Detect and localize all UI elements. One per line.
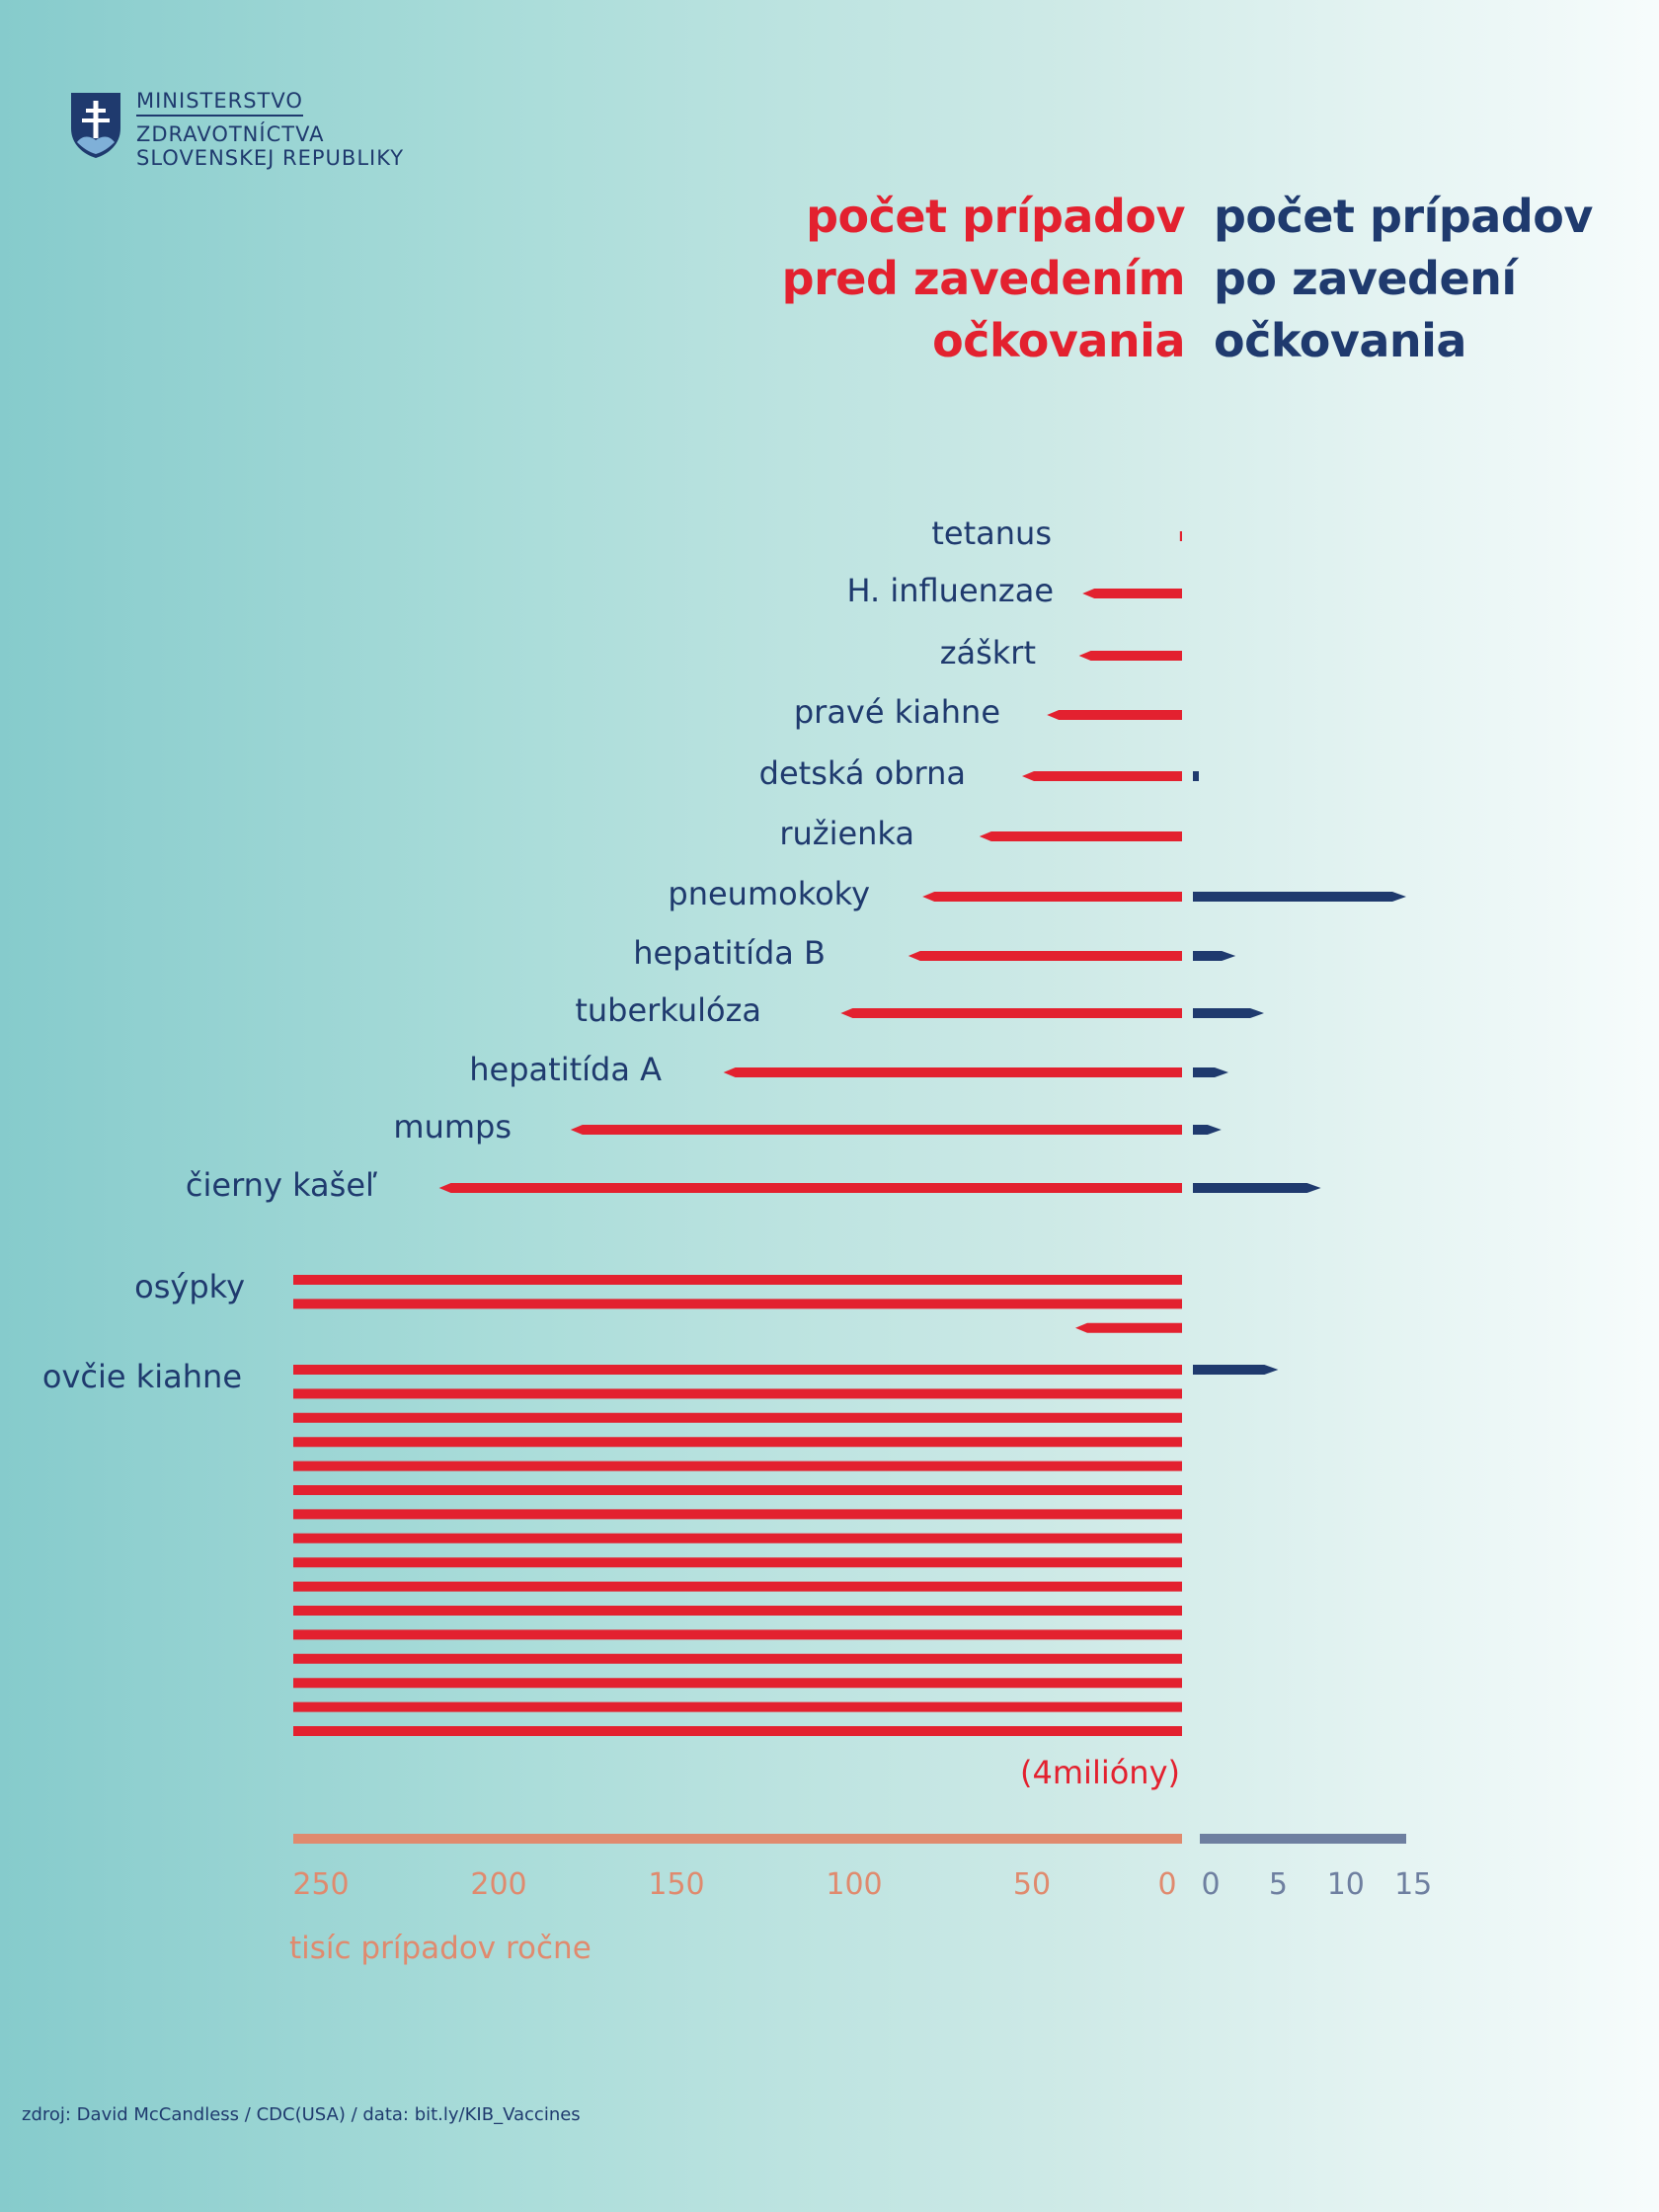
bar-before-segment: [1075, 1322, 1182, 1333]
millions-annotation: (4milióny): [1020, 1754, 1180, 1791]
bar-before: [1047, 710, 1182, 720]
bar-before-segment: [293, 1581, 1182, 1592]
disease-label: osýpky: [134, 1268, 245, 1305]
disease-label: H. influenzae: [846, 572, 1054, 609]
bar-after: [1193, 1183, 1321, 1193]
x-axis-label: tisíc prípadov ročne: [289, 1931, 592, 1966]
logo-line-3: SLOVENSKEJ REPUBLIKY: [136, 146, 405, 170]
bar-after: [1193, 1365, 1279, 1375]
legend-after-line-1: počet prípadov: [1214, 190, 1593, 243]
legend-after-line-2: po zavedení: [1214, 252, 1517, 305]
bar-before-segment: [293, 1678, 1182, 1689]
disease-label: čierny kašeľ: [186, 1166, 377, 1204]
bar-before-segment: [293, 1365, 1182, 1375]
legend-before-vaccination: počet prípadov pred zavedením očkovania: [781, 186, 1186, 372]
disease-label: ovčie kiahne: [42, 1358, 242, 1395]
ministry-logo: MINISTERSTVO ZDRAVOTNÍCTVA SLOVENSKEJ RE…: [69, 89, 444, 178]
bar-before: [570, 1125, 1182, 1135]
left-axis-tick: 250: [292, 1867, 349, 1902]
bar-after: [1193, 951, 1236, 961]
bar-before: [1022, 771, 1182, 781]
right-axis-tick: 10: [1327, 1867, 1365, 1902]
bar-after: [1193, 1008, 1264, 1018]
left-axis-tick: 150: [648, 1867, 704, 1902]
disease-label: detská obrna: [759, 754, 966, 792]
bar-before-segment: [293, 1485, 1182, 1495]
bar-before: [840, 1008, 1182, 1018]
right-axis-bar: [1200, 1834, 1406, 1844]
bar-before: [922, 892, 1182, 902]
right-axis-tick: 15: [1394, 1867, 1432, 1902]
right-axis-tick: 5: [1269, 1867, 1288, 1902]
bar-before-segment: [293, 1299, 1182, 1309]
left-axis-tick: 50: [1013, 1867, 1051, 1902]
bar-before-segment: [293, 1275, 1182, 1285]
left-axis-bar: [293, 1834, 1182, 1844]
bar-before: [438, 1183, 1183, 1193]
logo-line-2: ZDRAVOTNÍCTVA: [136, 122, 325, 146]
bar-before: [908, 951, 1182, 961]
bar-before-segment: [293, 1437, 1182, 1448]
disease-label: tetanus: [931, 514, 1052, 552]
slovak-coat-of-arms-icon: [71, 93, 120, 158]
bar-before: [979, 831, 1182, 841]
disease-label: hepatitída B: [633, 934, 826, 972]
bar-before-segment: [293, 1461, 1182, 1471]
legend-after-line-3: očkovania: [1214, 314, 1466, 367]
disease-label: tuberkulóza: [575, 991, 761, 1029]
bar-after: [1193, 1125, 1222, 1135]
source-note: zdroj: David McCandless / CDC(USA) / dat…: [22, 2104, 581, 2125]
bar-after: [1193, 892, 1406, 902]
disease-label: pneumokoky: [668, 875, 870, 912]
bar-before: [723, 1067, 1182, 1077]
bar-before-segment: [293, 1653, 1182, 1664]
left-axis-tick: 100: [826, 1867, 882, 1902]
left-axis-tick: 200: [470, 1867, 526, 1902]
bar-before-segment: [293, 1509, 1182, 1520]
legend-after-vaccination: počet prípadov po zavedení očkovania: [1214, 186, 1593, 372]
disease-label: ružienka: [779, 815, 914, 852]
left-axis-tick: 0: [1157, 1867, 1176, 1902]
right-axis-tick: 0: [1201, 1867, 1220, 1902]
legend-before-line-2: pred zavedením: [781, 252, 1186, 305]
bar-before: [1179, 531, 1182, 541]
bar-before: [1078, 651, 1182, 661]
bar-before-segment: [293, 1701, 1182, 1712]
bar-before-segment: [293, 1726, 1182, 1736]
bar-before-segment: [293, 1557, 1182, 1568]
legend-before-line-3: očkovania: [932, 314, 1185, 367]
disease-label: mumps: [393, 1108, 512, 1146]
bar-before-segment: [293, 1629, 1182, 1640]
bar-before-segment: [293, 1412, 1182, 1423]
bar-before-segment: [293, 1533, 1182, 1543]
legend-before-line-1: počet prípadov: [806, 190, 1185, 243]
ministry-name: MINISTERSTVO ZDRAVOTNÍCTVA SLOVENSKEJ RE…: [136, 89, 404, 170]
disease-label: záškrt: [940, 634, 1036, 672]
bar-after: [1193, 771, 1199, 781]
disease-label: hepatitída A: [469, 1051, 662, 1088]
bar-before-segment: [293, 1388, 1182, 1399]
bar-before-segment: [293, 1606, 1182, 1616]
disease-label: pravé kiahne: [794, 693, 1000, 731]
bar-after: [1193, 1067, 1228, 1077]
logo-line-1: MINISTERSTVO: [136, 89, 303, 117]
bar-before: [1082, 589, 1182, 598]
